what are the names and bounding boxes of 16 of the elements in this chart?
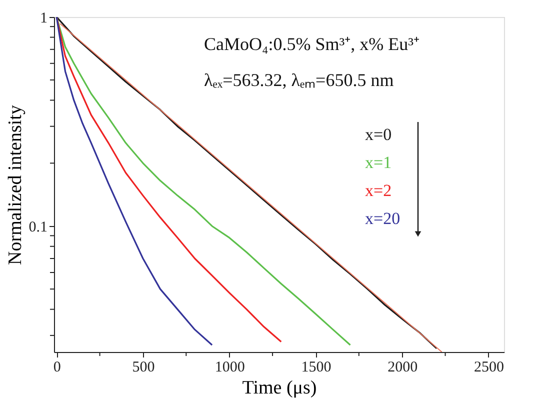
y-tick-label: 1 xyxy=(40,10,48,26)
x-axis-title: Time (μs) xyxy=(242,378,317,398)
x-tick-label: 2000 xyxy=(388,360,418,376)
x-tick-label: 2500 xyxy=(474,360,504,376)
x-tick-label: 500 xyxy=(132,360,155,376)
text: x=20 xyxy=(365,209,400,228)
annotation: λₑₓ=563.32, λₑₘ=650.5 nm xyxy=(204,70,394,90)
x-tick-label: 1500 xyxy=(301,360,332,376)
x-tick-label: 1000 xyxy=(214,360,245,376)
annotation: CaMoO₄:0.5% Sm³⁺, x% Eu³⁺ xyxy=(204,34,420,54)
y-axis-title: Normalized intensity xyxy=(4,104,26,265)
x-tick-label: 0 xyxy=(53,360,61,376)
text: x=1 xyxy=(365,153,392,172)
y-tick-label: 0.1 xyxy=(28,220,48,236)
text: x=0 xyxy=(365,125,392,144)
text: x=2 xyxy=(365,181,392,200)
